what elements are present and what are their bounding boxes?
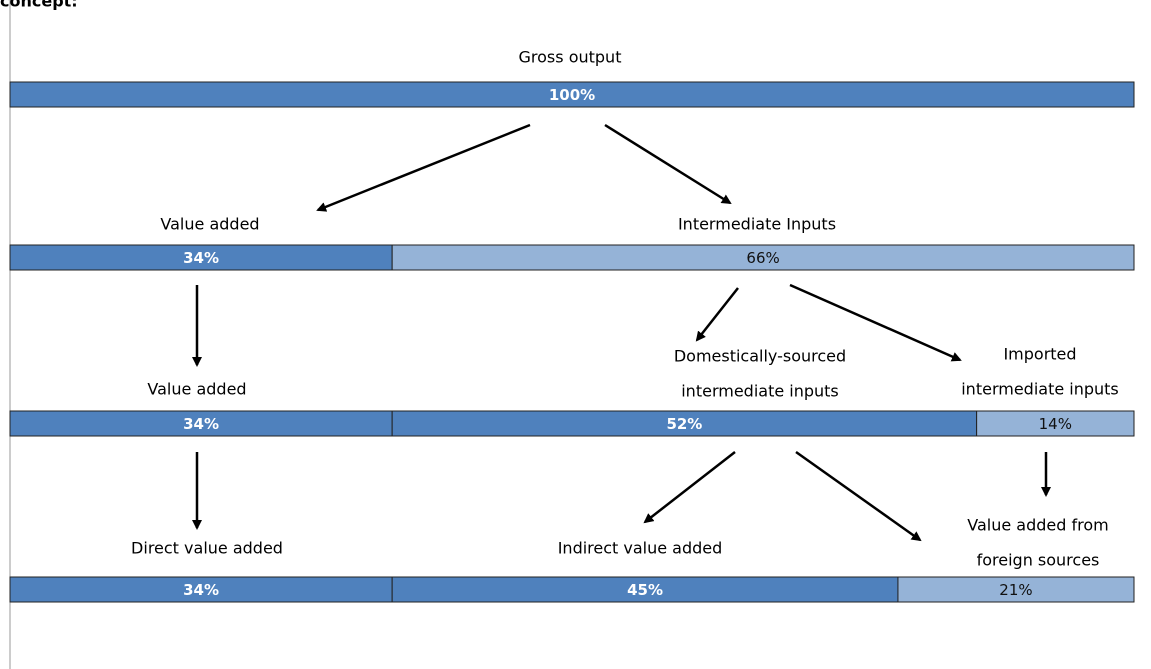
header-title: concept: [0,0,78,11]
label: foreign sources [977,551,1100,570]
label: Direct value added [131,539,283,558]
label: Gross output [519,48,622,67]
bar-label: 52% [666,415,702,433]
bar-label: 66% [746,249,779,267]
label: Domestically-sourced [674,347,846,366]
arrow [789,283,962,362]
label: Intermediate Inputs [678,215,836,234]
label: Value added [147,380,246,399]
bar-label: 45% [627,581,663,599]
bar-label: 34% [183,415,219,433]
label: intermediate inputs [961,380,1119,399]
arrow [316,123,531,212]
bar-segment [9,576,393,603]
arrow [643,451,736,524]
bar-segment [9,244,393,271]
label: intermediate inputs [681,382,839,401]
arrow [795,450,922,542]
label: Indirect value added [558,539,723,558]
arrows [192,123,1051,542]
bar-segment [976,410,1135,437]
bar-segment [391,244,1135,271]
label: Value added from [967,516,1108,535]
bar-label: 21% [999,581,1032,599]
bar-label: 34% [183,249,219,267]
bar-segment [897,576,1135,603]
bar-label: 34% [183,581,219,599]
label: Imported [1003,345,1076,364]
bar-segment [9,81,1135,108]
bar-label: 14% [1039,415,1072,433]
bar-segment [391,410,978,437]
arrow [604,123,732,205]
label: Value added [160,215,259,234]
bar-label: 100% [549,86,595,104]
arrow [695,287,739,342]
